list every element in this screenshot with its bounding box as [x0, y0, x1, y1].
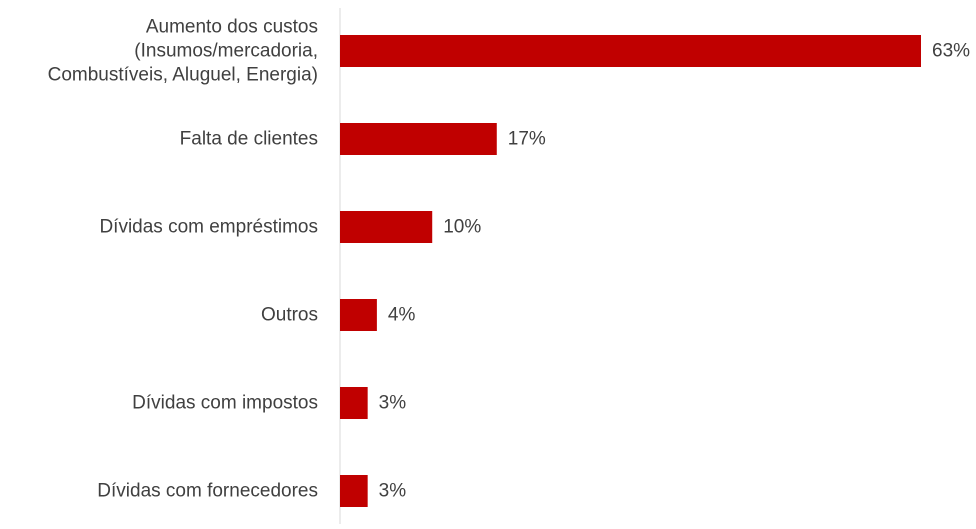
- category-label: Falta de clientes: [180, 129, 318, 150]
- category-label-line: Outros: [261, 305, 318, 326]
- bar: [340, 475, 368, 507]
- category-label-line: Combustíveis, Aluguel, Energia): [48, 65, 318, 86]
- category-label-line: Dívidas com fornecedores: [97, 481, 318, 502]
- value-label: 10%: [443, 217, 481, 238]
- category-label: Dívidas com fornecedores: [97, 481, 318, 502]
- category-label-line: (Insumos/mercadoria,: [134, 41, 318, 62]
- category-label-line: Falta de clientes: [180, 129, 318, 150]
- category-label: Dívidas com empréstimos: [99, 217, 318, 238]
- value-labels: 63% 17% 10% 4% 3% 3%: [379, 41, 970, 502]
- bars: [340, 35, 921, 507]
- value-label: 3%: [379, 393, 407, 414]
- bar: [340, 299, 377, 331]
- category-label: Outros: [261, 305, 318, 326]
- bar: [340, 387, 368, 419]
- value-label: 4%: [388, 305, 416, 326]
- bar: [340, 35, 921, 67]
- value-label: 17%: [508, 129, 546, 150]
- value-label: 63%: [932, 41, 970, 62]
- category-labels: Aumento dos custos (Insumos/mercadoria, Co…: [48, 17, 318, 502]
- category-label: Aumento dos custos (Insumos/mercadoria, Co…: [48, 17, 318, 86]
- category-label: Dívidas com impostos: [132, 393, 318, 414]
- value-label: 3%: [379, 481, 407, 502]
- category-label-line: Dívidas com empréstimos: [99, 217, 318, 238]
- category-label-line: Aumento dos custos: [146, 17, 318, 38]
- category-label-line: Dívidas com impostos: [132, 393, 318, 414]
- bar: [340, 123, 497, 155]
- bar: [340, 211, 433, 243]
